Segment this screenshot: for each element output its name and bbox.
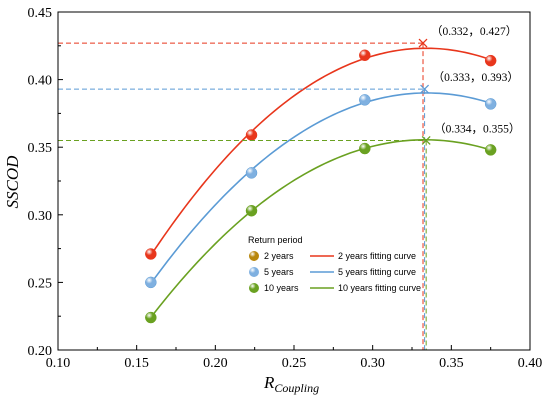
legend-marker	[249, 267, 259, 277]
x-tick-label: 0.15	[124, 356, 149, 371]
fit-curve	[150, 139, 491, 318]
peak-label: （0.333，0.393）	[433, 71, 519, 84]
plot-layer: （0.332，0.427） （0.333，0.393） （0.334，0.355）	[58, 25, 520, 350]
legend-fit-label: 5 years fitting curve	[338, 267, 416, 277]
x-tick-label: 0.30	[360, 356, 385, 371]
data-point	[484, 54, 497, 67]
data-point	[359, 49, 371, 62]
y-tick-label: 0.40	[28, 74, 53, 89]
legend-fit-label: 10 years fitting curve	[338, 283, 421, 293]
peak-marker	[421, 135, 431, 145]
y-tick-label: 0.35	[28, 141, 53, 156]
y-tick-label: 0.30	[28, 209, 53, 224]
legend: Return period 2 years 2 years fitting curv…	[248, 235, 421, 293]
x-tick-label: 0.35	[439, 356, 464, 371]
x-tick-label: 0.25	[282, 356, 307, 371]
axes-layer: 0.10 0.15 0.20 0.25 0.30 0.35 0.40 0.20 0.25 0.30…	[28, 6, 543, 371]
y-tick-label: 0.45	[28, 6, 53, 21]
legend-marker	[249, 283, 259, 293]
x-axis-title: RCoupling	[263, 373, 319, 395]
y-axis-title: SSCOD	[3, 155, 22, 209]
peak-label: （0.334，0.355）	[434, 122, 520, 135]
legend-marker	[249, 251, 259, 261]
y-tick-label: 0.25	[28, 276, 53, 291]
legend-label: 2 years	[264, 251, 294, 261]
data-point	[245, 167, 258, 179]
legend-label: 10 years	[264, 283, 299, 293]
peak-marker	[420, 84, 430, 94]
fit-curve	[150, 47, 491, 256]
data-point	[484, 144, 497, 156]
x-axis-title-sub: Coupling	[274, 381, 319, 395]
x-tick-label: 0.40	[518, 356, 543, 371]
legend-fit-label: 2 years fitting curve	[338, 251, 416, 261]
data-point	[245, 204, 258, 217]
x-axis-title-main: R	[263, 373, 275, 392]
x-tick-label: 0.10	[46, 356, 71, 371]
legend-label: 5 years	[264, 267, 294, 277]
data-point	[359, 94, 371, 106]
peak-label: （0.332，0.427）	[431, 25, 517, 38]
data-point	[145, 248, 157, 260]
data-point	[145, 311, 157, 324]
data-point	[145, 276, 157, 289]
peak-marker	[418, 38, 428, 48]
legend-title: Return period	[248, 235, 303, 245]
data-point	[359, 142, 371, 155]
fit-curve	[150, 92, 491, 285]
y-tick-label: 0.20	[28, 344, 53, 359]
data-point	[245, 129, 258, 141]
data-point	[484, 98, 497, 110]
x-tick-label: 0.20	[203, 356, 228, 371]
